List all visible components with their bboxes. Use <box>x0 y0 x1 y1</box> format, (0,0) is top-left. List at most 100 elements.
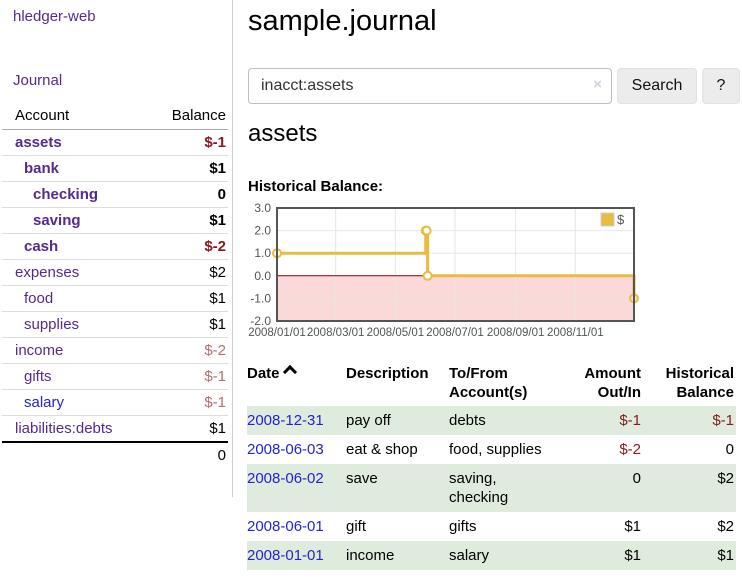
account-link-food[interactable]: food <box>24 290 54 307</box>
account-name-cell: bank <box>2 155 140 182</box>
account-name-cell: cash <box>2 233 140 260</box>
account-balance: $2 <box>140 259 228 286</box>
help-button[interactable]: ? <box>702 68 740 104</box>
transaction-amount: $1 <box>624 518 641 535</box>
transaction-amount: $-1 <box>619 412 641 429</box>
account-link-income[interactable]: income <box>15 342 64 359</box>
transaction-amount: $-2 <box>619 441 641 458</box>
account-link-cash[interactable]: cash <box>24 238 59 255</box>
svg-text:$: $ <box>617 212 625 227</box>
svg-text:2.0: 2.0 <box>254 224 271 238</box>
account-link-expenses[interactable]: expenses <box>15 264 80 281</box>
account-row: food $1 <box>2 285 228 312</box>
account-name-cell: saving <box>2 207 140 234</box>
account-balance: $-1 <box>140 363 228 390</box>
account-link-bank[interactable]: bank <box>24 160 60 177</box>
transaction-date-link[interactable]: 2008-01-01 <box>247 547 324 564</box>
account-row: checking 0 <box>2 181 228 208</box>
search-button[interactable]: Search <box>617 68 697 104</box>
accounts-header-account: Account <box>2 102 140 130</box>
transaction-amount: $1 <box>624 547 641 564</box>
account-row: saving $1 <box>2 207 228 234</box>
transaction-date-cell: 2008-06-03 <box>247 435 346 464</box>
svg-text:1.0: 1.0 <box>254 246 271 260</box>
svg-text:3.0: 3.0 <box>254 201 271 215</box>
transaction-accounts: saving, checking <box>449 470 509 506</box>
account-balance: $-2 <box>140 233 228 260</box>
accounts-total-balance: 0 <box>140 441 228 468</box>
chart-title: Historical Balance: <box>248 178 384 195</box>
account-row: income $-2 <box>2 337 228 364</box>
transaction-date-link[interactable]: 2008-06-01 <box>247 518 324 535</box>
account-name-cell: supplies <box>2 311 140 338</box>
account-name-cell: income <box>2 337 140 364</box>
transaction-description: income <box>346 547 395 564</box>
column-header-description: Description <box>346 365 429 382</box>
column-header-date[interactable]: Date <box>247 360 346 406</box>
transaction-date-cell: 2008-06-01 <box>247 512 346 541</box>
sidebar-item-journal[interactable]: Journal <box>13 72 63 89</box>
register-table: Date Description To/From Account(s) Amou… <box>247 360 736 570</box>
svg-text:-2.0: -2.0 <box>250 314 271 328</box>
account-link-gifts[interactable]: gifts <box>24 368 52 385</box>
account-balance: $1 <box>140 415 228 443</box>
search-input[interactable] <box>248 68 612 104</box>
account-link-checking[interactable]: checking <box>33 186 99 203</box>
transaction-description: pay off <box>346 412 391 429</box>
account-name-cell: liabilities:debts <box>2 415 140 443</box>
account-row: cash $-2 <box>2 233 228 260</box>
app-title-link[interactable]: hledger-web <box>13 8 96 25</box>
account-balance: $-2 <box>140 337 228 364</box>
transaction-accounts: salary <box>449 547 490 564</box>
account-link-saving[interactable]: saving <box>33 212 81 229</box>
transaction-description: gift <box>346 518 367 535</box>
accounts-header-balance: Balance <box>140 102 228 130</box>
transaction-date-link[interactable]: 2008-06-03 <box>247 441 324 458</box>
search-input-wrap: × <box>248 68 612 104</box>
account-link-salary[interactable]: salary <box>24 394 65 411</box>
accounts-total-row: 0 <box>2 441 228 468</box>
svg-text:-1.0: -1.0 <box>250 291 271 305</box>
transaction-date-link[interactable]: 2008-06-02 <box>247 470 324 487</box>
account-row: assets $-1 <box>2 129 228 156</box>
column-header-accounts: To/From Account(s) <box>449 365 528 401</box>
account-name-cell: expenses <box>2 259 140 286</box>
sort-ascending-icon <box>282 364 297 380</box>
transaction-amount: 0 <box>632 470 641 487</box>
clear-search-icon[interactable]: × <box>593 76 602 93</box>
transaction-balance: 0 <box>725 441 734 458</box>
account-name-cell: gifts <box>2 363 140 390</box>
chart-legend: $ <box>597 211 632 230</box>
svg-text:2008/07/01: 2008/07/01 <box>426 327 484 339</box>
account-balance: $1 <box>140 285 228 312</box>
transaction-accounts: food, supplies <box>449 441 542 458</box>
accounts-table: Account Balance assets $-1 bank $1 checking 0… <box>2 102 228 468</box>
column-header-amount: Amount Out/In <box>584 365 641 401</box>
account-balance: $-1 <box>140 129 228 156</box>
transaction-date-link[interactable]: 2008-12-31 <box>247 412 324 429</box>
account-balance: $1 <box>140 311 228 338</box>
register-row: 2008-01-01 income salary $1 $1 <box>247 541 736 570</box>
account-link-liabilities-debts[interactable]: liabilities:debts <box>15 420 113 437</box>
account-link-supplies[interactable]: supplies <box>24 316 80 333</box>
account-balance: 0 <box>140 181 228 208</box>
account-row: gifts $-1 <box>2 363 228 390</box>
transaction-balance: $-1 <box>712 412 734 429</box>
register-table-body: 2008-12-31 pay off debts $-1 $-1 2008-06-03 ea… <box>247 406 736 570</box>
transaction-balance: $1 <box>717 547 734 564</box>
account-balance: $1 <box>140 155 228 182</box>
svg-text:2008/09/01: 2008/09/01 <box>487 327 545 339</box>
svg-text:2008/01/01: 2008/01/01 <box>248 327 306 339</box>
account-link-assets[interactable]: assets <box>15 134 62 151</box>
search-bar: × Search ? <box>248 68 742 104</box>
transaction-date-cell: 2008-06-02 <box>247 464 346 512</box>
transaction-date-cell: 2008-01-01 <box>247 541 346 570</box>
accounts-table-body: assets $-1 bank $1 checking 0 saving $1 cash $-2 e… <box>2 129 228 443</box>
transaction-date-cell: 2008-12-31 <box>247 406 346 435</box>
register-header-row: Date Description To/From Account(s) Amou… <box>247 360 736 406</box>
legend-swatch-icon <box>600 212 615 227</box>
account-row: bank $1 <box>2 155 228 182</box>
svg-text:0.0: 0.0 <box>254 269 271 283</box>
